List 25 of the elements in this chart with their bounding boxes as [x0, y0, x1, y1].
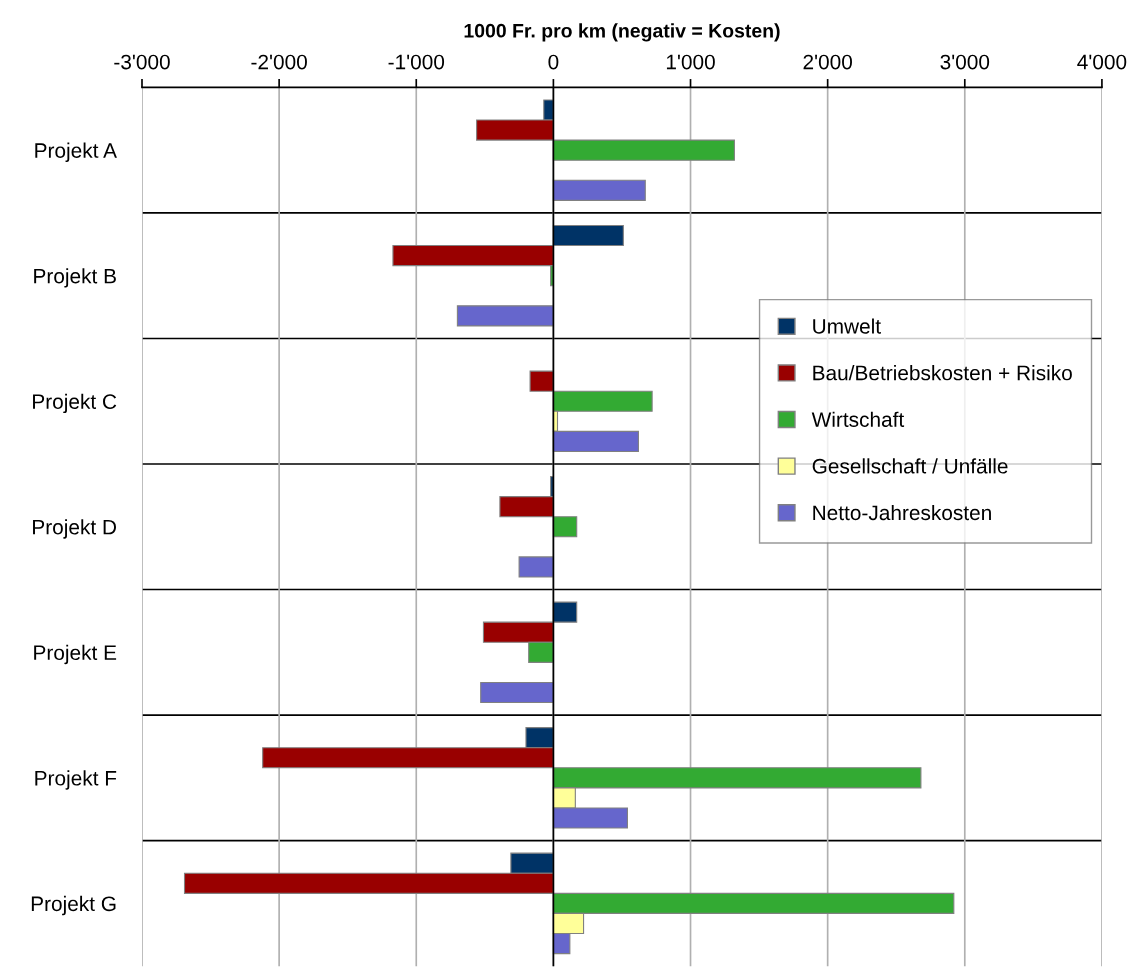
x-tick-label: -1'000	[388, 54, 445, 70]
x-tick-label: 1'000	[666, 54, 715, 70]
x-tick-label: -2'000	[251, 54, 307, 70]
legend-label: Netto-Jahreskosten	[813, 504, 991, 521]
bar	[552, 179, 646, 201]
bar	[518, 556, 554, 578]
x-tick-label: 4'000	[1077, 54, 1127, 70]
y-tick-label: Projekt A	[35, 142, 117, 163]
legend-label: Wirtschaft	[811, 411, 905, 427]
x-tick-label: -3'000	[114, 54, 170, 70]
x-tick-label: 2'000	[803, 54, 853, 70]
legend-label: Umwelt	[813, 318, 881, 334]
x-tick-label: 0	[548, 54, 559, 70]
y-tick-label: Projekt G	[31, 895, 116, 916]
legend-label: Bau/Betriebskosten + Risiko	[813, 365, 1072, 381]
bar	[480, 681, 554, 704]
y-tick-label: Projekt F	[35, 770, 117, 790]
y-tick-label: Projekt E	[34, 644, 117, 665]
bar	[456, 305, 554, 327]
x-axis-title: 1000 Fr. pro km (negativ = Kosten)	[464, 23, 780, 42]
y-tick-label: Projekt B	[34, 268, 116, 288]
y-tick-label: Projekt D	[33, 519, 117, 539]
legend-label: Gesellschaft / Unfälle	[812, 458, 1008, 474]
x-tick-label: 3'000	[940, 54, 990, 70]
y-tick-label: Projekt C	[33, 393, 117, 414]
